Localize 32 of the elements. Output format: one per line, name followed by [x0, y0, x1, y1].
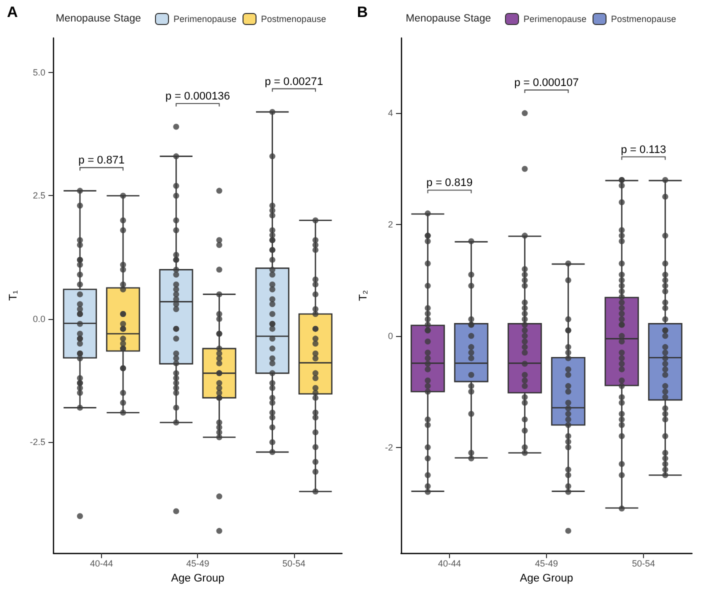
y-tick-label: -2	[384, 442, 393, 452]
annotation: p = 0.000136	[165, 90, 230, 103]
x-tick-label: 40-44	[438, 558, 462, 569]
annotation: p = 0.871	[78, 154, 125, 167]
legend-label: Postmenopause	[611, 14, 676, 24]
x-tick-label: 45-49	[186, 558, 210, 569]
y-tick-label: 0.0	[32, 314, 46, 324]
annotation: p = 0.819	[426, 177, 473, 190]
x-tick-label: 45-49	[534, 558, 558, 569]
legend-label: Postmenopause	[261, 14, 326, 24]
annotation: p = 0.00271	[264, 76, 324, 88]
y-tick-label: -2.5	[30, 437, 46, 448]
x-tick-label: 50-54	[632, 558, 656, 569]
y-axis-title: T₁	[8, 290, 20, 301]
legend-title: Menopause Stage	[406, 12, 492, 24]
y-axis-title: T₂	[358, 290, 370, 302]
y-tick-label: 4	[388, 108, 393, 118]
x-axis-title: Age Group	[520, 572, 574, 584]
legend-label: Perimenopause	[174, 14, 237, 24]
y-tick-label: 5.0	[32, 68, 46, 78]
x-axis-title: Age Group	[171, 572, 224, 584]
y-tick-label: 2	[388, 220, 393, 230]
y-tick-label: 2.5	[32, 190, 46, 201]
legend-title: Menopause Stage	[56, 12, 142, 24]
x-tick-label: 50-54	[282, 558, 306, 569]
chart-title: A	[7, 4, 18, 21]
y-tick-label: 0	[388, 330, 393, 341]
chart-title: B	[357, 4, 368, 21]
legend-label: Perimenopause	[524, 14, 587, 24]
annotation: p = 0.000107	[514, 76, 579, 89]
x-tick-label: 40-44	[90, 558, 114, 569]
annotation: p = 0.113	[620, 144, 666, 156]
